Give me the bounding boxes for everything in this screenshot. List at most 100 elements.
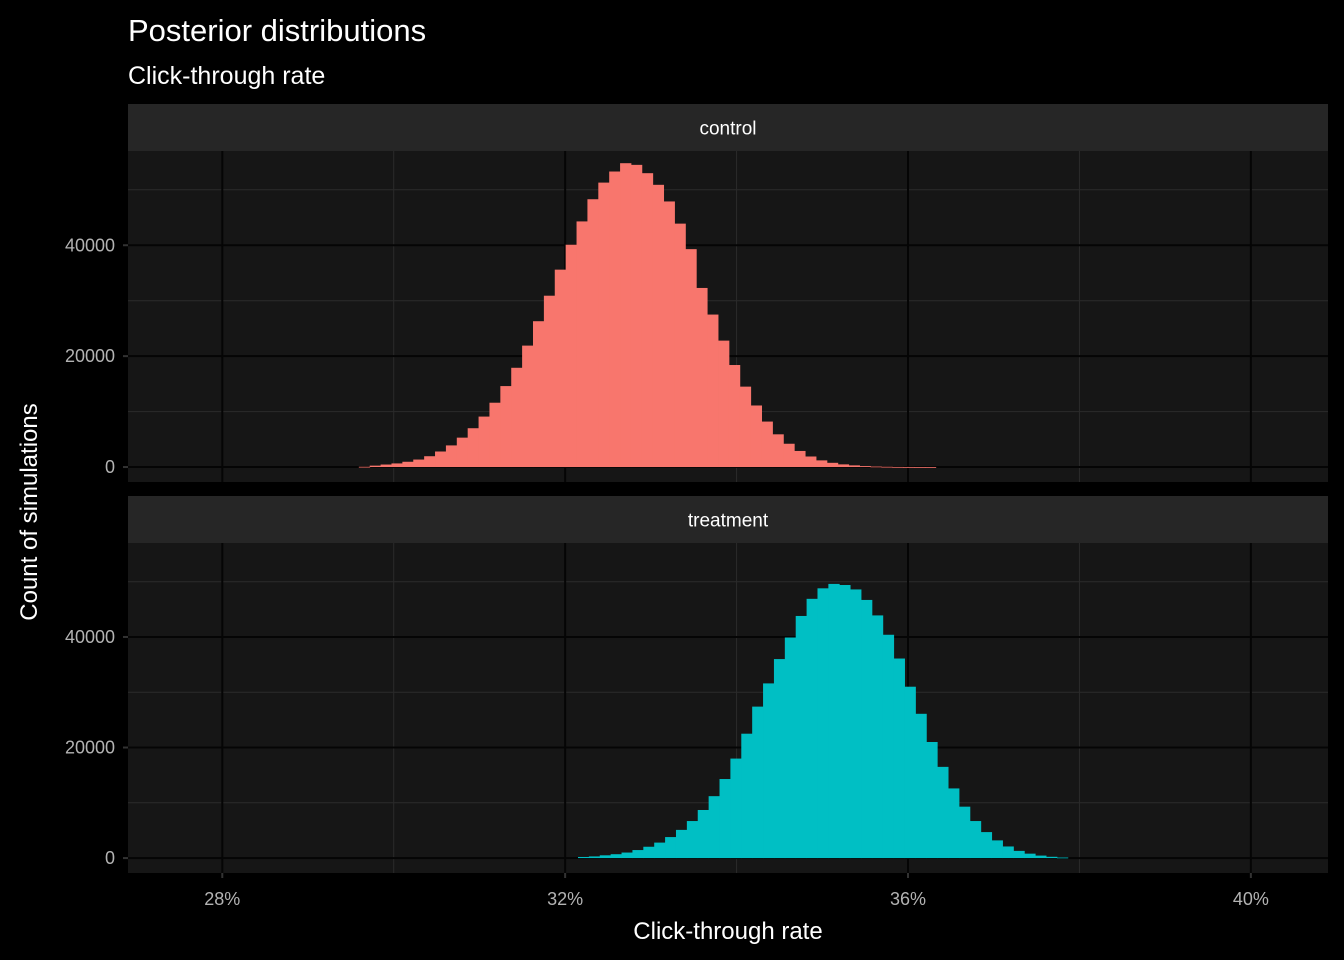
histogram-bars — [578, 583, 1069, 859]
histogram-bar — [707, 314, 719, 468]
histogram-bar — [969, 821, 982, 859]
histogram-bar — [652, 184, 665, 468]
chart-subtitle: Click-through rate — [128, 62, 325, 90]
histogram-bar — [654, 842, 666, 859]
histogram-bar — [761, 421, 773, 468]
histogram-bar — [402, 461, 414, 468]
histogram-bar — [828, 583, 840, 859]
histogram-bar — [686, 821, 699, 859]
histogram-bar — [674, 223, 686, 468]
histogram-bar — [937, 766, 949, 859]
histogram-bar — [980, 832, 993, 859]
histogram-bars — [358, 163, 937, 468]
histogram-bar — [424, 456, 436, 468]
histogram-bar — [773, 659, 786, 859]
histogram-bar — [620, 163, 632, 468]
x-axis-label: Click-through rate — [633, 918, 822, 945]
histogram-bar — [599, 855, 612, 859]
histogram-bar — [533, 321, 545, 468]
facet-strip — [128, 496, 1328, 543]
y-axis-label: Count of simulations — [16, 403, 43, 620]
histogram-bar — [817, 588, 829, 859]
histogram-bar — [522, 345, 534, 468]
histogram-bar — [500, 386, 512, 468]
histogram-bar — [763, 683, 775, 859]
facet-strip — [128, 104, 1328, 151]
histogram-bar — [598, 182, 610, 468]
histogram-bar — [610, 854, 622, 859]
histogram-bar — [675, 829, 688, 859]
x-tick-label: 28% — [204, 889, 240, 909]
histogram-bar — [708, 796, 720, 859]
histogram-bar — [837, 464, 850, 468]
y-tick-label: 0 — [105, 848, 115, 868]
histogram-bar — [609, 171, 621, 468]
histogram-bar — [839, 585, 851, 859]
histogram-bar — [871, 615, 884, 859]
histogram-bar — [391, 463, 403, 468]
histogram-bar — [543, 295, 556, 468]
y-tick-label: 0 — [105, 457, 115, 477]
histogram-bar — [806, 598, 818, 859]
histogram-bar — [904, 686, 916, 859]
y-tick-label: 40000 — [65, 627, 115, 647]
histogram-bar — [924, 467, 937, 468]
histogram-bar — [730, 758, 742, 859]
histogram-bar — [739, 386, 752, 468]
histogram-bar — [795, 615, 807, 859]
histogram-bar — [893, 658, 905, 859]
histogram-bar — [643, 846, 655, 859]
histogram-bar — [1035, 855, 1047, 859]
y-tick-label: 40000 — [65, 235, 115, 255]
histogram-bar — [630, 164, 643, 468]
histogram-bar — [741, 733, 753, 859]
histogram-bar — [1002, 846, 1014, 859]
histogram-bar — [696, 287, 708, 468]
histogram-bar — [991, 840, 1003, 859]
x-tick-label: 32% — [547, 889, 583, 909]
histogram-bar — [882, 634, 895, 859]
x-tick-label: 40% — [1233, 889, 1269, 909]
histogram-bar — [914, 467, 926, 468]
histogram-bar — [554, 269, 567, 468]
histogram-bar — [478, 416, 490, 468]
histogram-bar — [588, 856, 601, 859]
histogram-bar — [663, 201, 675, 468]
histogram-bar — [1024, 853, 1036, 859]
histogram-bar — [576, 221, 588, 468]
histogram-bar — [697, 809, 710, 859]
histogram-bar — [511, 367, 523, 468]
histogram-bar — [445, 445, 458, 468]
histogram-bar — [565, 244, 577, 468]
histogram-bar — [413, 459, 425, 468]
histogram-bar — [685, 249, 697, 468]
facet-strip-label: control — [699, 119, 756, 140]
histogram-bar — [826, 462, 839, 468]
histogram-bar — [948, 788, 960, 859]
histogram-bar — [850, 589, 862, 859]
chart-title: Posterior distributions — [128, 13, 426, 48]
histogram-bar — [641, 173, 654, 468]
histogram-bar — [621, 852, 633, 859]
histogram-bar — [632, 850, 644, 859]
histogram-bar — [369, 465, 381, 468]
histogram-bar — [665, 837, 677, 859]
histogram-bar — [435, 451, 447, 468]
histogram-bar — [467, 428, 479, 468]
histogram-bar — [587, 199, 599, 468]
histogram-bar — [784, 637, 797, 859]
histogram-bar — [752, 706, 764, 859]
facet-strip-label: treatment — [688, 511, 769, 532]
histogram-bar — [915, 713, 927, 859]
histogram-bar — [959, 806, 971, 859]
histogram-bar — [848, 465, 860, 468]
histogram-bar — [861, 599, 873, 859]
histogram-bar — [881, 466, 893, 468]
facet-panel-control: control 0 20000 40000 — [65, 104, 1328, 482]
histogram-bar — [728, 365, 741, 468]
histogram-bar — [805, 456, 817, 468]
histogram-bar — [1046, 856, 1058, 859]
histogram-bar — [794, 450, 806, 468]
histogram-bar — [926, 741, 938, 859]
